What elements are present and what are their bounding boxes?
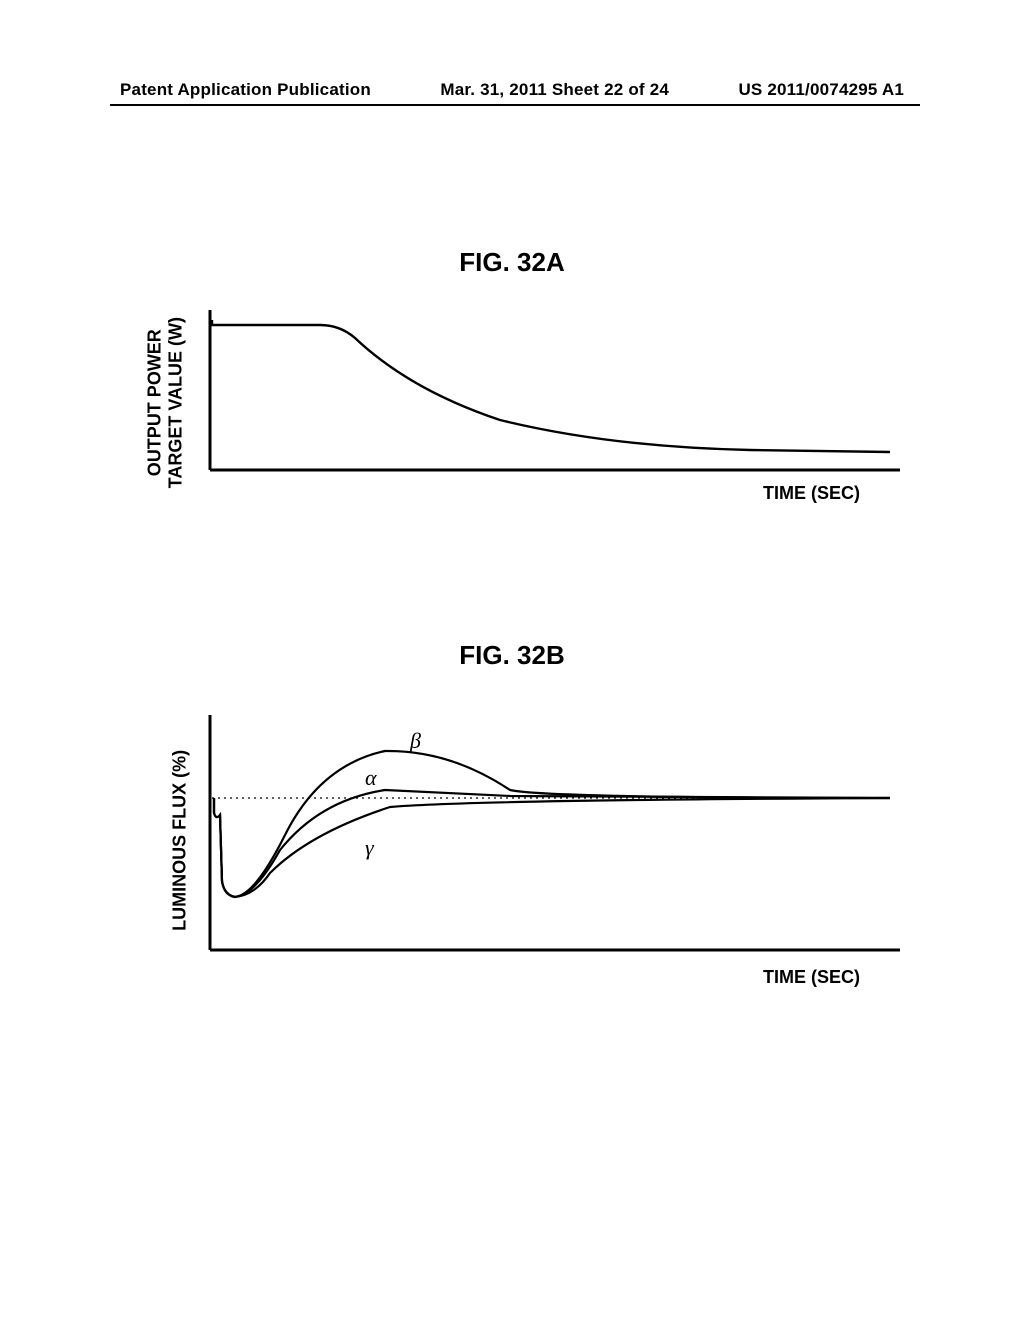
chart-a-ylabel: OUTPUT POWER TARGET VALUE (W) <box>144 313 185 493</box>
chart-b-curve-gamma <box>214 798 890 897</box>
header-left: Patent Application Publication <box>120 80 371 100</box>
header-rule <box>110 104 920 106</box>
fig-b-title: FIG. 32B <box>0 640 1024 671</box>
chart-a-svg <box>190 300 910 480</box>
header-right: US 2011/0074295 A1 <box>738 80 904 100</box>
chart-b-ylabel: LUMINOUS FLUX (%) <box>170 730 191 950</box>
chart-b-label-alpha: α <box>365 765 377 790</box>
chart-b-svg: β α γ <box>190 705 910 965</box>
chart-a-curve <box>212 320 890 452</box>
chart-b-label-gamma: γ <box>365 835 375 860</box>
chart-a-ylabel-line1: OUTPUT POWER <box>144 329 164 476</box>
chart-a-ylabel-line2: TARGET VALUE (W) <box>165 317 185 488</box>
chart-b-curve-beta <box>214 751 890 897</box>
chart-b-label-beta: β <box>409 728 421 753</box>
chart-b-xlabel: TIME (SEC) <box>763 967 860 988</box>
chart-a-xlabel: TIME (SEC) <box>763 483 860 504</box>
chart-b: LUMINOUS FLUX (%) β α γ TIME (SEC) <box>190 705 910 965</box>
chart-b-curve-alpha <box>214 790 890 897</box>
fig-a-title: FIG. 32A <box>0 247 1024 278</box>
chart-a: OUTPUT POWER TARGET VALUE (W) TIME (SEC) <box>190 300 910 480</box>
header-center: Mar. 31, 2011 Sheet 22 of 24 <box>440 80 669 100</box>
page-header: Patent Application Publication Mar. 31, … <box>0 80 1024 100</box>
